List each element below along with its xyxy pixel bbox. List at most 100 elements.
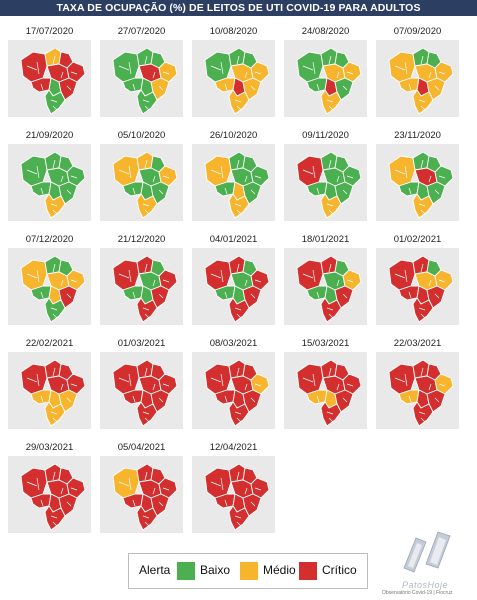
state-border: [158, 189, 164, 195]
map-panel: 18/01/2021: [282, 232, 369, 327]
state-border: [66, 189, 72, 195]
state-border: [420, 313, 426, 319]
map-panel: 05/04/2021: [98, 440, 185, 535]
map-date-label: 22/02/2021: [25, 338, 74, 349]
state-border: [162, 175, 170, 179]
state-border: [394, 169, 406, 175]
state-region-baixo: [20, 155, 48, 187]
legend: Alerta Baixo Médio Crítico: [128, 553, 368, 589]
map-date-label: 27/07/2020: [117, 26, 166, 37]
state-region-medio: [136, 193, 158, 219]
state-border: [50, 515, 58, 519]
state-border: [404, 373, 408, 387]
state-border: [158, 293, 164, 299]
legend-label-baixo: Baixo: [200, 563, 231, 577]
state-border: [220, 269, 224, 283]
state-border: [152, 383, 156, 391]
state-border: [60, 383, 64, 391]
state-border: [144, 417, 150, 423]
state-border: [144, 209, 150, 215]
state-border: [52, 471, 56, 481]
state-border: [328, 263, 332, 273]
state-border: [250, 189, 256, 195]
state-border: [408, 83, 412, 91]
state-border: [394, 377, 406, 383]
state-border: [250, 85, 256, 91]
state-border: [152, 279, 156, 287]
state-border: [312, 61, 316, 75]
state-border: [224, 187, 228, 195]
state-region-critico: [228, 297, 250, 323]
state-border: [52, 263, 56, 273]
state-border: [60, 279, 64, 287]
brazil-map: [112, 151, 178, 219]
state-border: [408, 187, 412, 195]
state-border: [346, 71, 354, 75]
state-border: [234, 99, 242, 103]
state-border: [118, 65, 130, 71]
map-panel: 07/12/2020: [6, 232, 93, 327]
brazil-map: [112, 47, 178, 115]
state-region-medio: [112, 467, 140, 499]
state-border: [26, 273, 38, 279]
state-border: [434, 293, 440, 299]
map-date-label: 07/12/2020: [25, 234, 74, 245]
map-background: [376, 144, 459, 221]
state-region-medio: [412, 193, 434, 219]
brazil-map: [204, 47, 270, 115]
state-region-medio: [320, 193, 342, 219]
brazil-map: [20, 255, 86, 323]
state-border: [60, 71, 64, 79]
map-panel: 23/11/2020: [374, 128, 461, 223]
map-panel: 01/02/2021: [374, 232, 461, 327]
state-border: [210, 65, 222, 71]
logo-wordmark: PatosHoje: [402, 580, 449, 590]
map-background: [100, 144, 183, 221]
state-border: [128, 373, 132, 387]
state-border: [132, 499, 136, 507]
brazil-map: [20, 463, 86, 531]
map-background: [192, 248, 275, 325]
state-border: [144, 313, 150, 319]
state-border: [420, 367, 424, 377]
state-border: [404, 269, 408, 283]
map-date-label: 29/03/2021: [25, 442, 74, 453]
state-border: [312, 269, 316, 283]
state-border: [40, 291, 44, 299]
map-date-label: 23/11/2020: [394, 130, 441, 141]
state-border: [418, 307, 426, 311]
map-panel: 22/02/2021: [6, 336, 93, 431]
brazil-map: [204, 255, 270, 323]
map-background: [376, 248, 459, 325]
state-border: [132, 187, 136, 195]
state-border: [236, 417, 242, 423]
state-border: [316, 187, 320, 195]
state-border: [128, 477, 132, 491]
map-background: [100, 352, 183, 429]
state-border: [158, 85, 164, 91]
state-border: [312, 373, 316, 387]
state-border: [36, 61, 40, 75]
map-panel: 17/07/2020: [6, 24, 93, 119]
state-region-critico: [204, 363, 232, 395]
state-border: [302, 65, 314, 71]
legend-title: Alerta: [139, 563, 171, 577]
state-border: [420, 55, 424, 65]
state-border: [244, 71, 248, 79]
map-date-label: 05/04/2021: [117, 442, 166, 453]
state-region-baixo: [112, 51, 140, 83]
map-background: [192, 456, 275, 533]
state-border: [144, 159, 148, 169]
map-background: [8, 456, 91, 533]
state-border: [66, 397, 72, 403]
state-border: [220, 373, 224, 387]
map-panel: 21/09/2020: [6, 128, 93, 223]
state-border: [224, 291, 228, 299]
state-border: [328, 367, 332, 377]
state-region-medio: [44, 193, 66, 219]
state-region-critico: [44, 505, 66, 531]
state-border: [428, 71, 432, 79]
state-border: [434, 189, 440, 195]
state-border: [336, 175, 340, 183]
state-region-critico: [296, 363, 324, 395]
